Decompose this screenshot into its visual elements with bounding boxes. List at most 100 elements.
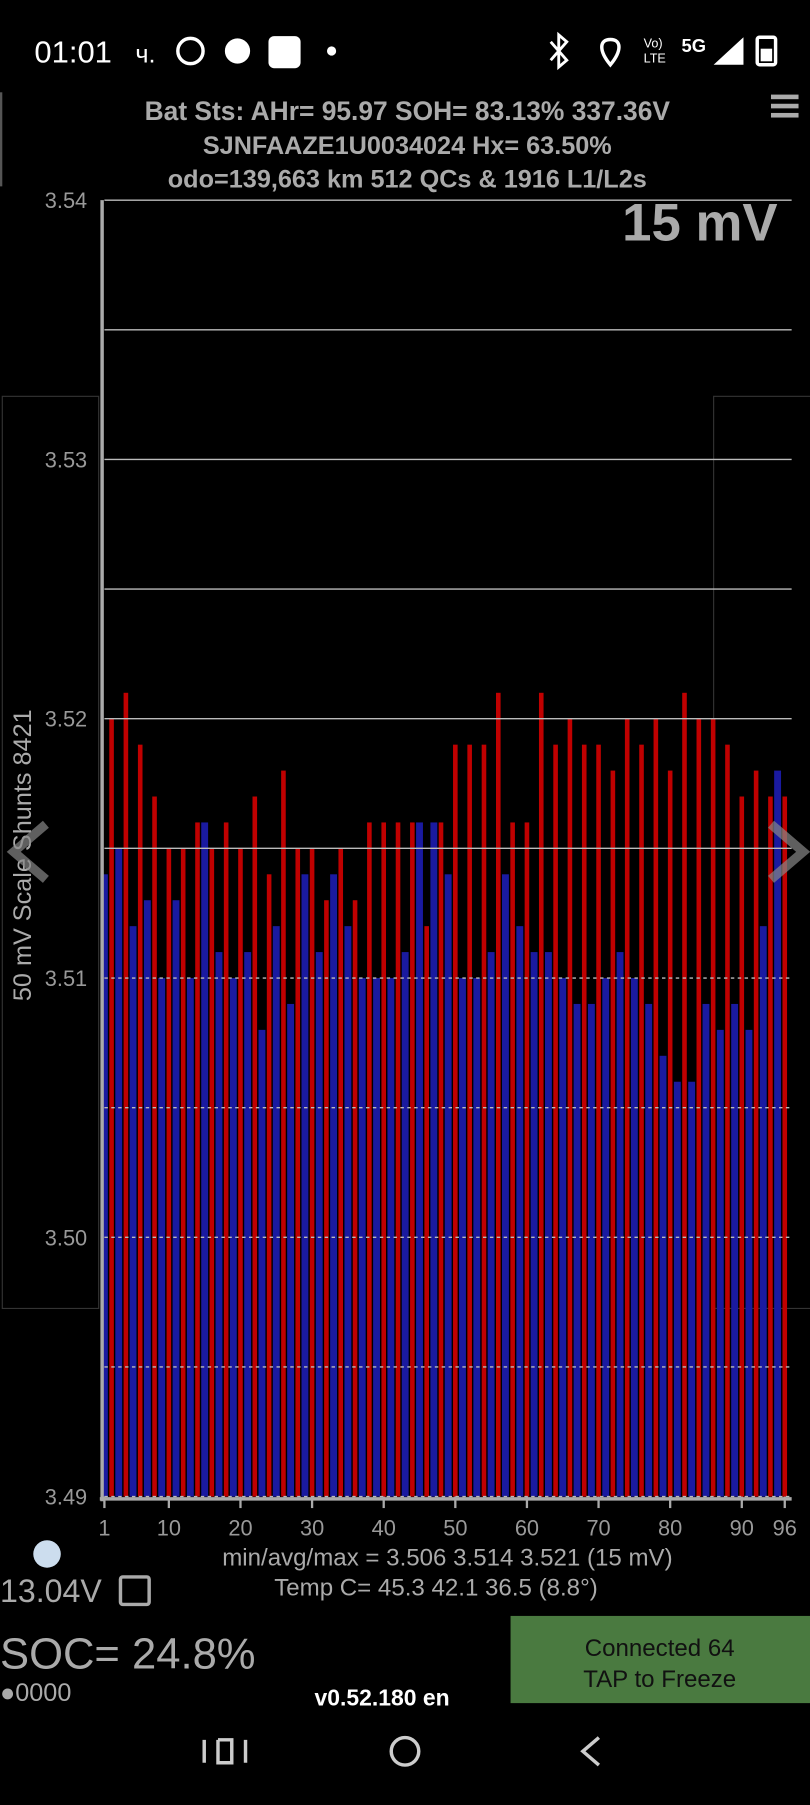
volte-label: Vo) xyxy=(644,37,663,51)
bar xyxy=(395,822,401,1497)
bar xyxy=(725,744,730,1497)
back-button[interactable] xyxy=(580,1736,601,1767)
bar xyxy=(129,926,137,1497)
bar xyxy=(166,848,172,1497)
bar xyxy=(673,1081,681,1497)
bar xyxy=(330,874,338,1497)
bar xyxy=(100,874,108,1497)
bar xyxy=(180,848,186,1497)
header-line: odo=139,663 km 512 QCs & 1916 L1/L2s xyxy=(168,166,647,194)
bar xyxy=(209,848,215,1497)
bar xyxy=(338,848,344,1497)
status-dots: ●0000 xyxy=(0,1679,71,1707)
bar xyxy=(553,744,558,1497)
bar xyxy=(768,796,773,1497)
x-tick-label: 40 xyxy=(372,1516,396,1541)
bar xyxy=(510,822,515,1497)
recents-button[interactable] xyxy=(202,1738,248,1765)
bar xyxy=(152,796,157,1497)
bar xyxy=(516,926,524,1497)
bluetooth-icon xyxy=(549,31,569,71)
bar xyxy=(352,900,358,1497)
bar xyxy=(172,900,180,1497)
bar xyxy=(745,1029,753,1497)
scale-label: 15 mV xyxy=(622,193,777,252)
bar xyxy=(195,822,200,1497)
bar xyxy=(252,796,258,1497)
messenger-icon xyxy=(224,38,251,64)
menu-button[interactable] xyxy=(770,94,799,118)
bar xyxy=(315,952,323,1497)
x-tick-label: 1 xyxy=(98,1516,110,1541)
y-tick-label: 3.50 xyxy=(45,1225,87,1250)
bar xyxy=(295,848,301,1497)
network-label: 5G xyxy=(682,35,706,56)
location-icon xyxy=(600,37,621,68)
stats-line: min/avg/max = 3.506 3.514 3.521 (15 mV) xyxy=(222,1544,672,1571)
menu-bar xyxy=(770,112,799,118)
bar xyxy=(301,874,309,1497)
bar xyxy=(143,900,151,1497)
bar xyxy=(344,926,352,1497)
y-tick-label: 3.52 xyxy=(45,707,87,732)
bar xyxy=(123,692,129,1497)
battery-icon xyxy=(755,35,778,67)
dot-icon xyxy=(326,46,337,56)
bar xyxy=(645,1003,653,1497)
button-text: Connected 64 xyxy=(585,1635,735,1662)
bar xyxy=(573,1003,581,1497)
edge-marker xyxy=(0,92,3,187)
bar xyxy=(244,952,252,1497)
bar xyxy=(624,718,630,1497)
bar xyxy=(416,822,423,1497)
header-line: Bat Sts: AHr= 95.97 SOH= 83.13% 337.36V xyxy=(145,96,671,126)
bar xyxy=(688,1081,696,1497)
left-panel-outline xyxy=(1,395,100,1310)
calendar-icon xyxy=(118,1575,151,1607)
bar xyxy=(739,796,745,1497)
home-button[interactable] xyxy=(389,1735,421,1767)
x-tick-label: 20 xyxy=(228,1516,252,1541)
bar xyxy=(381,822,387,1497)
bar xyxy=(137,744,143,1497)
time: 01:01 xyxy=(34,34,111,69)
bar xyxy=(581,744,587,1497)
bar xyxy=(430,822,438,1497)
bar xyxy=(444,874,452,1497)
bar xyxy=(487,952,495,1497)
bar xyxy=(424,926,429,1497)
menu-bar xyxy=(770,94,799,100)
x-tick-label: 80 xyxy=(658,1516,682,1541)
bar xyxy=(309,848,315,1497)
bar xyxy=(682,692,687,1497)
button-text: TAP to Freeze xyxy=(583,1666,736,1693)
bar xyxy=(616,952,624,1497)
next-arrow[interactable] xyxy=(768,820,810,883)
bar xyxy=(481,744,487,1497)
bar xyxy=(201,822,209,1497)
bar xyxy=(538,692,544,1497)
bar xyxy=(659,1055,667,1497)
bar xyxy=(373,978,380,1497)
bar xyxy=(453,744,458,1497)
bar xyxy=(667,770,673,1497)
freeze-button[interactable]: Connected 64 TAP to Freeze xyxy=(510,1615,810,1704)
bar xyxy=(567,718,573,1497)
bar xyxy=(115,848,123,1497)
menu-bar xyxy=(770,103,799,109)
bar xyxy=(759,926,767,1497)
temp-line: Temp C= 45.3 42.1 36.5 (8.8°) xyxy=(274,1574,598,1601)
bar xyxy=(524,822,530,1497)
bar xyxy=(610,770,616,1497)
recents-icon xyxy=(202,1738,248,1765)
bar xyxy=(530,952,538,1497)
bar xyxy=(387,978,395,1497)
x-tick-label: 60 xyxy=(515,1516,539,1541)
signal-icon xyxy=(713,37,744,65)
bar xyxy=(281,770,286,1497)
bar xyxy=(215,952,223,1497)
version: v0.52.180 en xyxy=(314,1684,449,1710)
bar xyxy=(602,978,610,1497)
prev-arrow[interactable] xyxy=(6,820,49,883)
button-background xyxy=(510,1615,810,1704)
